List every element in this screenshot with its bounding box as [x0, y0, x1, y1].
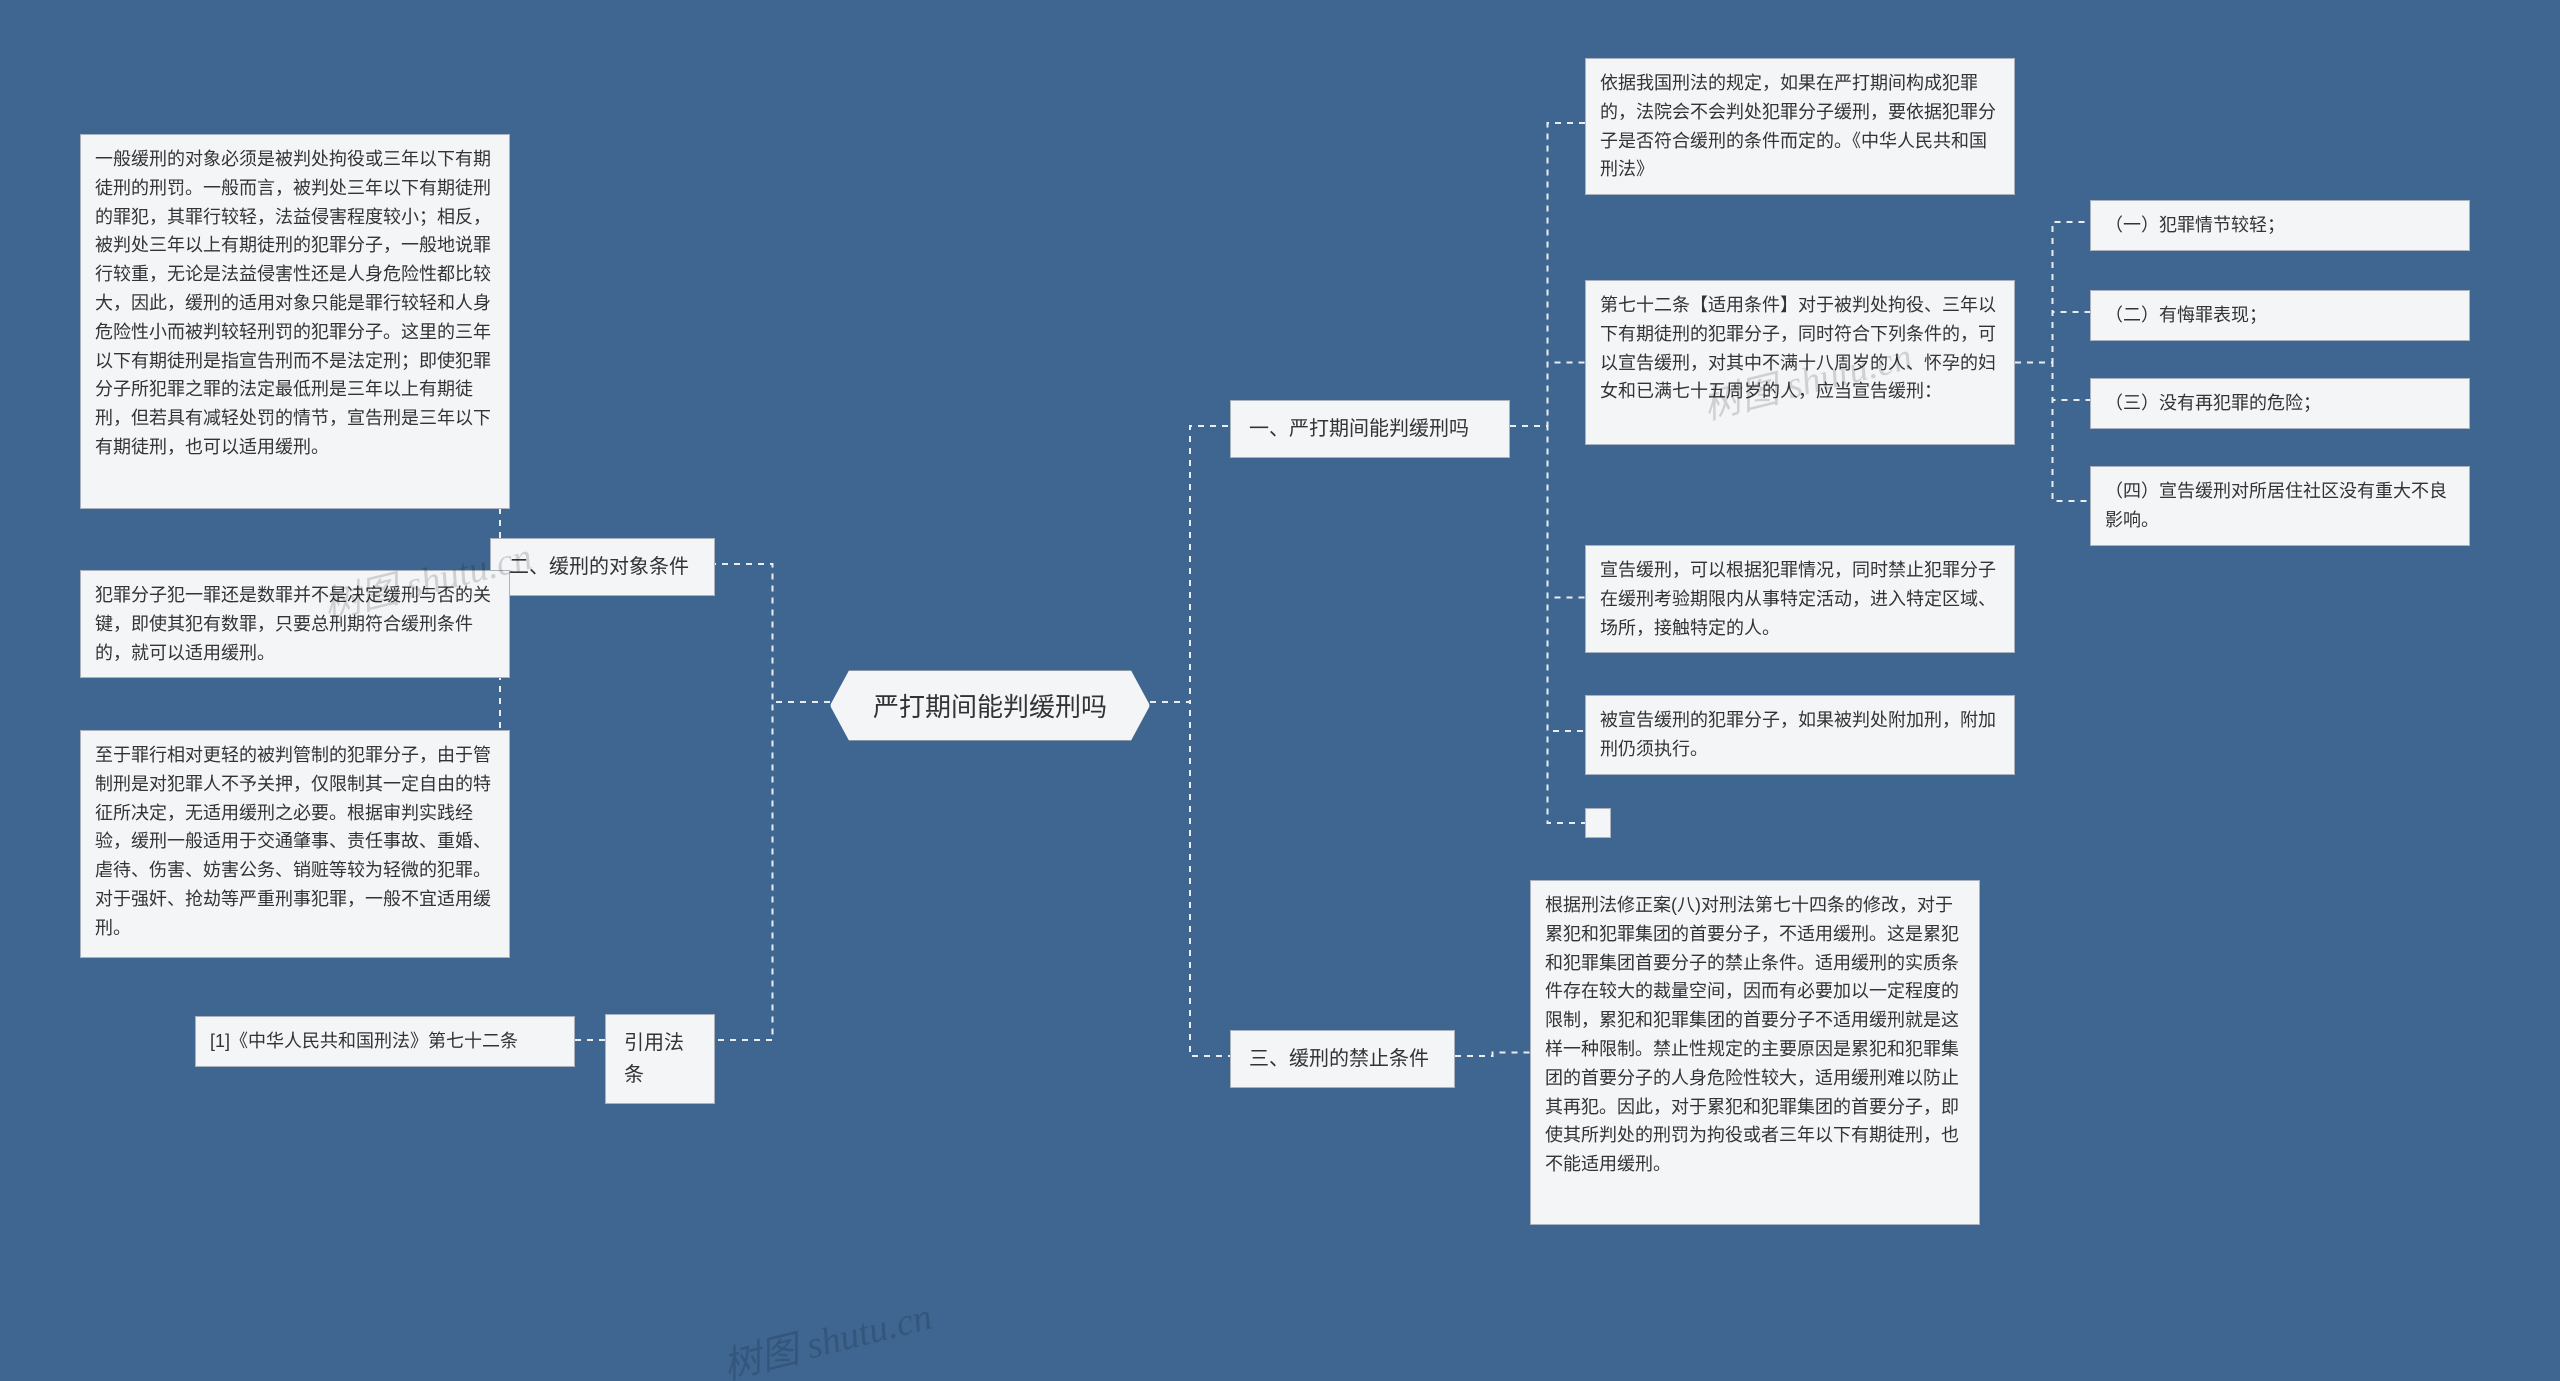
branch-section-2: 二、缓刑的对象条件 — [490, 538, 715, 596]
leaf-r1-b3: （三）没有再犯罪的危险； — [2090, 378, 2470, 429]
leaf-r1-e — [1585, 808, 1611, 838]
leaf-r1-a: 依据我国刑法的规定，如果在严打期间构成犯罪的，法院会不会判处犯罪分子缓刑，要依据… — [1585, 58, 2015, 195]
leaf-r1-b4: （四）宣告缓刑对所居住社区没有重大不良影响。 — [2090, 466, 2470, 546]
branch-section-3: 三、缓刑的禁止条件 — [1230, 1030, 1455, 1088]
leaf-r1-b: 第七十二条【适用条件】对于被判处拘役、三年以下有期徒刑的犯罪分子，同时符合下列条… — [1585, 280, 2015, 445]
root-node: 严打期间能判缓刑吗 — [830, 670, 1150, 741]
leaf-l2-b: 犯罪分子犯一罪还是数罪并不是决定缓刑与否的关键，即使其犯有数罪，只要总刑期符合缓… — [80, 570, 510, 678]
leaf-l2-c: 至于罪行相对更轻的被判管制的犯罪分子，由于管制刑是对犯罪人不予关押，仅限制其一定… — [80, 730, 510, 958]
leaf-r1-c: 宣告缓刑，可以根据犯罪情况，同时禁止犯罪分子在缓刑考验期限内从事特定活动，进入特… — [1585, 545, 2015, 653]
leaf-r1-b1: （一）犯罪情节较轻； — [2090, 200, 2470, 251]
leaf-citation-1: [1]《中华人民共和国刑法》第七十二条 — [195, 1016, 575, 1067]
branch-section-1: 一、严打期间能判缓刑吗 — [1230, 400, 1510, 458]
branch-citation: 引用法条 — [605, 1014, 715, 1104]
leaf-l2-a: 一般缓刑的对象必须是被判处拘役或三年以下有期徒刑的刑罚。一般而言，被判处三年以下… — [80, 134, 510, 509]
leaf-r1-d: 被宣告缓刑的犯罪分子，如果被判处附加刑，附加刑仍须执行。 — [1585, 695, 2015, 775]
leaf-r1-b2: （二）有悔罪表现； — [2090, 290, 2470, 341]
leaf-r3-a: 根据刑法修正案(八)对刑法第七十四条的修改，对于累犯和犯罪集团的首要分子，不适用… — [1530, 880, 1980, 1225]
